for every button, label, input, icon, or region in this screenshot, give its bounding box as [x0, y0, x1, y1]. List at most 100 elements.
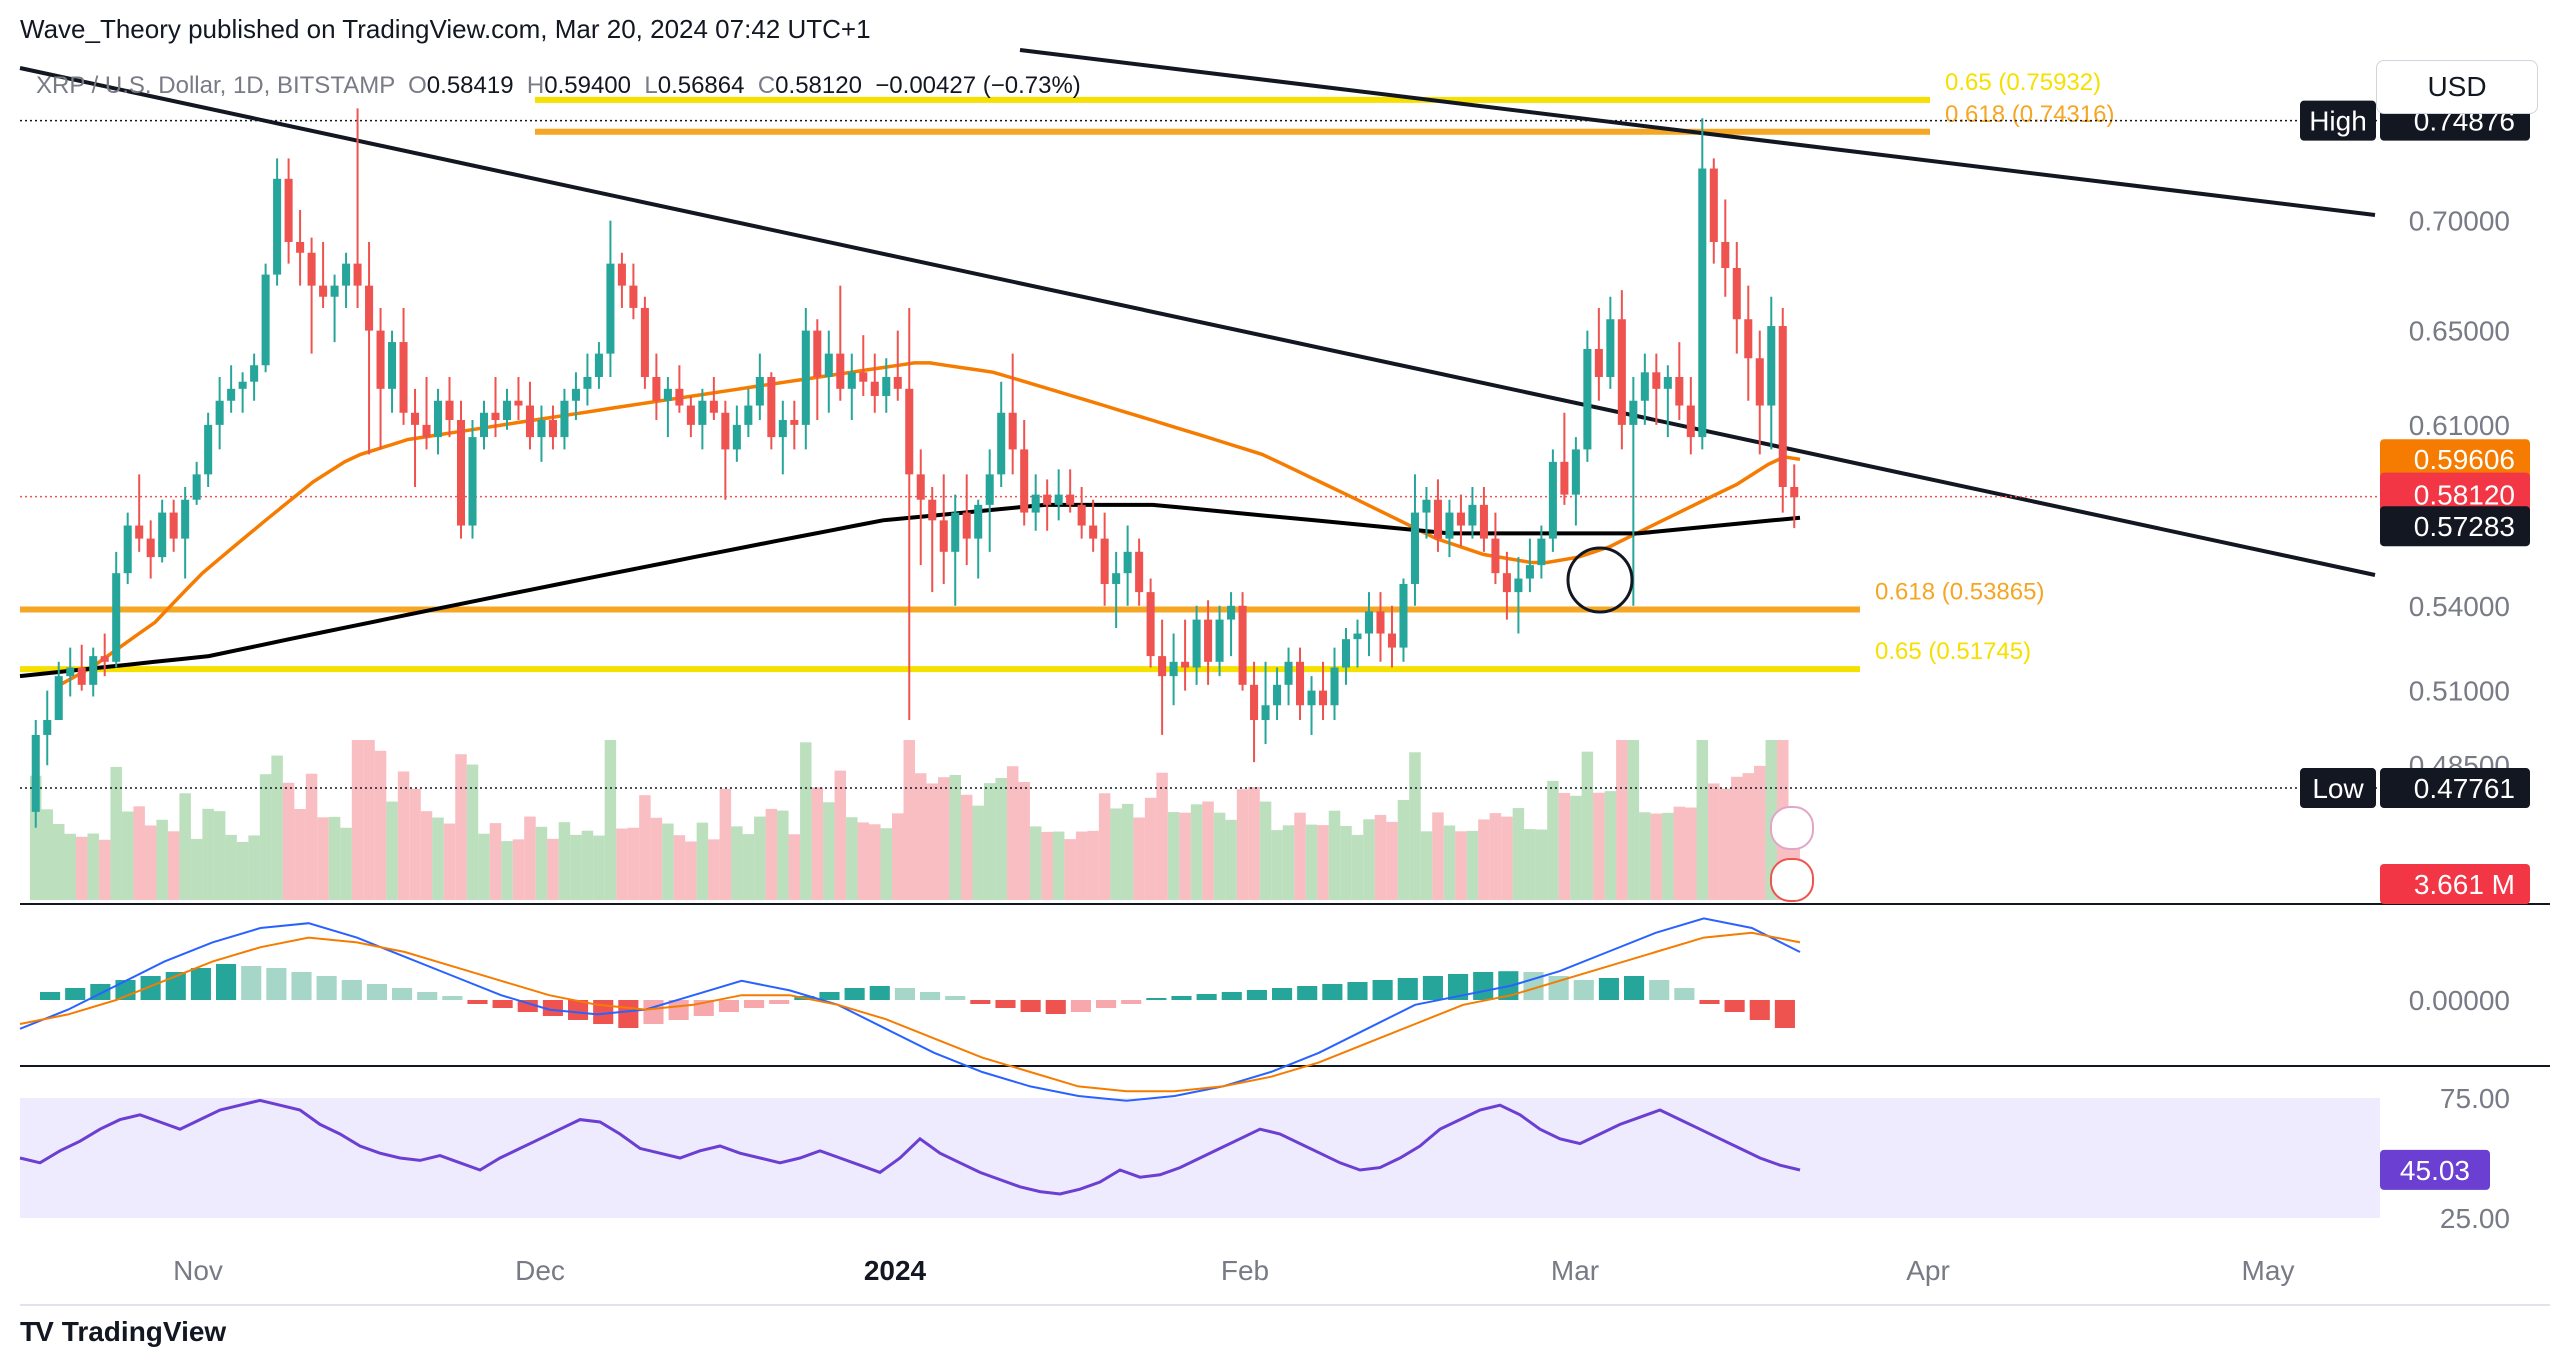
volume-bar — [673, 835, 686, 900]
macd-bar — [291, 972, 312, 1000]
macd-bar — [1649, 980, 1670, 1000]
us-flag-icon[interactable] — [1770, 858, 1814, 902]
macd-bar — [1598, 978, 1619, 1000]
candle-body — [1043, 494, 1052, 505]
volume-bar — [1742, 773, 1755, 900]
candle-body — [112, 573, 121, 662]
fib-label: 0.65 (0.51745) — [1875, 638, 2031, 665]
volume-bar — [949, 775, 961, 900]
candle-body — [433, 400, 443, 438]
macd-bar — [1246, 990, 1267, 1000]
candle-body — [215, 400, 224, 425]
candle-body — [146, 538, 155, 558]
volume-bar — [972, 805, 984, 900]
volume-bar — [1225, 819, 1237, 900]
macd-bar — [769, 1000, 790, 1004]
volume-bar — [1248, 787, 1260, 900]
volume-bar — [995, 777, 1007, 900]
volume-bar — [1754, 765, 1766, 900]
candle-body — [1296, 661, 1305, 706]
candle-body — [388, 342, 397, 389]
candle-body — [158, 512, 167, 558]
macd-bar — [266, 968, 287, 1000]
candle-body — [985, 474, 994, 505]
volume-bar — [489, 823, 502, 900]
volume-bar — [328, 816, 341, 900]
candle-body — [1422, 499, 1431, 513]
candle-body — [1399, 583, 1408, 648]
candle-body — [606, 263, 615, 354]
candle-body — [1675, 376, 1684, 406]
symbol-name[interactable]: XRP / U.S. Dollar, 1D, BITSTAMP — [36, 72, 395, 99]
volume-bar — [1029, 826, 1042, 900]
rsi-pane — [19, 1098, 1801, 1196]
volume-bar — [1236, 789, 1249, 900]
macd-bar — [1146, 998, 1167, 1000]
candle-body — [169, 512, 178, 539]
volume-bar — [1282, 825, 1295, 900]
low-price-label: 0.47761 — [2414, 773, 2515, 804]
volume-bar — [903, 740, 915, 900]
volume-bar — [1719, 788, 1732, 900]
volume-bar — [512, 839, 525, 900]
candle-body — [399, 342, 408, 413]
volume-bar — [880, 828, 893, 900]
candle-body — [1640, 372, 1649, 401]
candle-body — [89, 656, 98, 685]
candle-body — [1755, 358, 1764, 406]
candle-body — [319, 285, 328, 297]
candle-body — [1261, 705, 1270, 721]
currency-button[interactable]: USD — [2376, 60, 2538, 114]
candle-body — [686, 405, 695, 425]
macd-bar — [40, 992, 61, 1000]
volume-bar — [1167, 812, 1180, 900]
candle-body — [1192, 619, 1201, 668]
macd-bar — [920, 992, 941, 1000]
candle-body — [261, 274, 270, 366]
signal-line — [19, 931, 1801, 1093]
macd-bar — [392, 988, 413, 1000]
candle-body — [1146, 592, 1155, 657]
volume-bar — [1294, 812, 1306, 900]
volume-bar — [282, 782, 295, 900]
volume-bar — [87, 833, 99, 900]
candle-body — [123, 525, 132, 574]
low-value: 0.56864 — [657, 72, 745, 99]
volume-bar — [662, 823, 674, 900]
volume-bar — [30, 775, 42, 900]
publisher-line: Wave_Theory published on TradingView.com… — [20, 14, 871, 44]
candle-body — [1410, 512, 1419, 584]
candle-body — [1318, 690, 1328, 706]
candle-body — [1491, 538, 1500, 574]
macd-bar — [1523, 972, 1544, 1000]
volume-bar — [190, 838, 203, 900]
volume-bar — [823, 802, 835, 900]
candle-body — [1008, 412, 1017, 450]
candle-body — [1479, 504, 1488, 539]
macd-bar — [341, 980, 362, 1000]
lightning-icon[interactable] — [1770, 806, 1814, 850]
macd-bar — [542, 1000, 563, 1016]
volume-bar — [41, 809, 53, 900]
volume-bar — [363, 740, 375, 900]
macd-bar — [216, 964, 237, 1000]
price-labels: High0.748760.596060.5812017:17:460.57283… — [2300, 100, 2530, 1190]
close-value: 0.58120 — [775, 72, 862, 99]
candle-body — [1514, 578, 1523, 593]
candle-body — [1709, 168, 1718, 242]
candle-body — [629, 285, 638, 308]
candle-body — [1663, 376, 1672, 389]
y-tick-label: 0.54000 — [2409, 591, 2510, 622]
volume-bar — [535, 826, 548, 900]
volume-bar — [1673, 806, 1686, 900]
candle-body — [652, 376, 661, 401]
candle-body — [755, 376, 764, 406]
candle-body — [1204, 619, 1213, 662]
macd-bar — [1221, 992, 1242, 1000]
macd-bar — [65, 988, 86, 1000]
candle-body — [594, 353, 603, 377]
volume-bar — [156, 819, 168, 900]
x-tick-label: Apr — [1906, 1255, 1950, 1286]
macd-bar — [744, 1000, 765, 1008]
